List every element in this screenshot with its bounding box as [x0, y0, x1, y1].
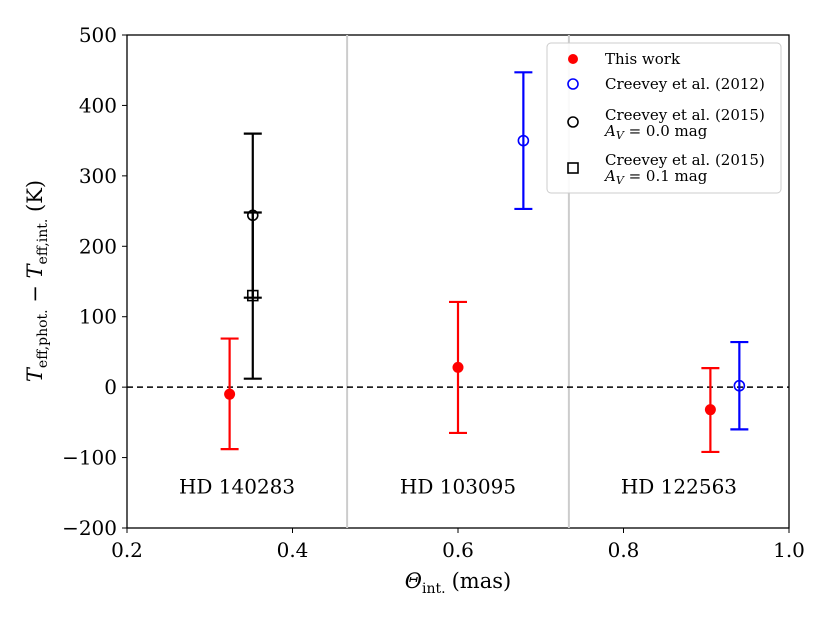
star-label-2: HD 122563	[621, 475, 737, 499]
star-labels: HD 140283 HD 103095 HD 122563	[179, 475, 737, 499]
series-1-point-0-marker	[517, 134, 530, 147]
legend-marker-creevey-2015-av01	[567, 162, 579, 174]
series-0-point-2-marker	[704, 404, 716, 416]
y-axis-label: Teff,phot. − Teff,int. (K)	[23, 180, 51, 382]
legend-marker-creevey-2012	[567, 78, 579, 90]
y-tick-label-4: 200	[79, 234, 117, 258]
series-3-point-0-marker	[246, 289, 259, 302]
y-tick-label-5: 300	[79, 164, 117, 188]
legend: This work Creevey et al. (2012) Creevey …	[546, 42, 782, 194]
y-tick-label-2: 0	[104, 375, 117, 399]
legend-label-creevey-2015-av01: Creevey et al. (2015)	[605, 151, 765, 169]
star-label-1: HD 103095	[400, 475, 516, 499]
x-axis-ticks: 0.2 0.4 0.6 0.8 1.0	[111, 528, 805, 562]
legend-label-creevey-2012: Creevey et al. (2012)	[605, 75, 765, 93]
legend-sublabel-av0: AV = 0.0 mag	[603, 122, 708, 142]
legend-marker-creevey-2015-av0	[567, 116, 579, 128]
star-label-0: HD 140283	[179, 475, 295, 499]
separator-lines	[346, 35, 570, 528]
y-tick-label-1: −100	[62, 446, 117, 470]
y-tick-label-0: −200	[62, 516, 117, 540]
y-tick-label-7: 500	[79, 23, 117, 47]
x-tick-label-3: 0.8	[608, 538, 640, 562]
y-tick-label-6: 400	[79, 93, 117, 117]
legend-label-this-work: This work	[605, 50, 681, 68]
legend-box	[546, 42, 782, 194]
legend-label-creevey-2015-av0: Creevey et al. (2015)	[605, 106, 765, 124]
legend-sublabel-av01: AV = 0.1 mag	[603, 167, 708, 187]
x-tick-label-0: 0.2	[111, 538, 143, 562]
y-axis-ticks: −200 −100 0 100 200 300 400 500	[62, 23, 127, 540]
legend-marker-this-work	[568, 54, 578, 64]
data-marks	[220, 71, 749, 454]
x-tick-label-4: 1.0	[773, 538, 805, 562]
series-0-point-1-marker	[452, 361, 464, 373]
y-tick-label-3: 100	[79, 305, 117, 329]
series-1-point-1-marker	[733, 379, 746, 392]
series-0-point-0-marker	[224, 388, 236, 400]
x-axis-label: Θint. (mas)	[405, 569, 511, 597]
x-tick-label-1: 0.4	[277, 538, 309, 562]
x-tick-label-2: 0.6	[442, 538, 474, 562]
